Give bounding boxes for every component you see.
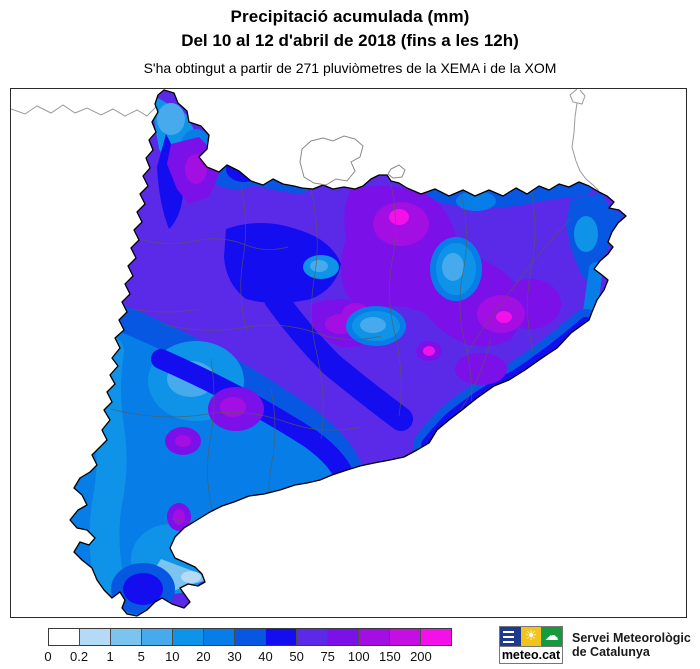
legend-cell	[235, 629, 266, 645]
catalonia-precipitation-map	[11, 89, 627, 617]
legend-tick: 200	[410, 649, 432, 664]
llivia-outline	[387, 164, 406, 179]
page-title: Precipitació acumulada (mm)	[230, 7, 470, 26]
catalonia-outline	[69, 89, 627, 617]
french-coast-line	[569, 89, 600, 192]
legend-tick: 10	[165, 649, 180, 664]
legend-tick: 100	[347, 649, 370, 664]
cloud-icon: ☁	[541, 627, 563, 646]
legend-tick: 5	[137, 649, 145, 664]
menu-icon	[500, 627, 521, 646]
legend-cell	[390, 629, 421, 645]
legend-cell	[328, 629, 359, 645]
legend-cell	[359, 629, 390, 645]
legend-tick: 50	[289, 649, 304, 664]
comarca-boundaries	[110, 183, 572, 542]
org-name: Servei Meteorològic de Catalunya	[572, 631, 691, 659]
logo-wordmark: meteo.cat	[500, 646, 562, 662]
map-frame	[10, 88, 687, 618]
org-name-line1: Servei Meteorològic	[572, 631, 691, 645]
legend-tick: 0	[44, 649, 52, 664]
map-subtitle: Del 10 al 12 d'abril de 2018 (fins a les…	[181, 31, 519, 50]
source-note: S'ha obtingut a partir de 271 pluviòmetr…	[143, 60, 557, 76]
legend-tick: 75	[320, 649, 335, 664]
legend-cell	[142, 629, 173, 645]
legend-cell	[173, 629, 204, 645]
legend-cell	[266, 629, 297, 645]
andorra-outline	[299, 135, 364, 186]
legend-cell	[297, 629, 328, 645]
legend-tick: 1	[106, 649, 114, 664]
logo-icon-row: ☀ ☁	[500, 627, 563, 646]
sun-icon: ☀	[520, 627, 542, 646]
legend-cell	[421, 629, 451, 645]
org-name-line2: de Catalunya	[572, 645, 650, 659]
france-border-line	[11, 96, 159, 117]
legend-cell	[49, 629, 80, 645]
legend-cell	[111, 629, 142, 645]
legend-tick: 30	[227, 649, 242, 664]
legend-colorbar	[48, 628, 452, 646]
meteocat-logo: ☀ ☁ meteo.cat	[499, 626, 563, 664]
legend-tick: 0.2	[70, 649, 89, 664]
legend-tick: 150	[378, 649, 401, 664]
legend-ticks: 0 0.2 1 5 10 20 30 40 50 75 100 150 200	[44, 649, 452, 664]
legend-cell	[204, 629, 235, 645]
legend-tick: 20	[196, 649, 211, 664]
legend-tick: 40	[258, 649, 273, 664]
legend-cell	[80, 629, 111, 645]
